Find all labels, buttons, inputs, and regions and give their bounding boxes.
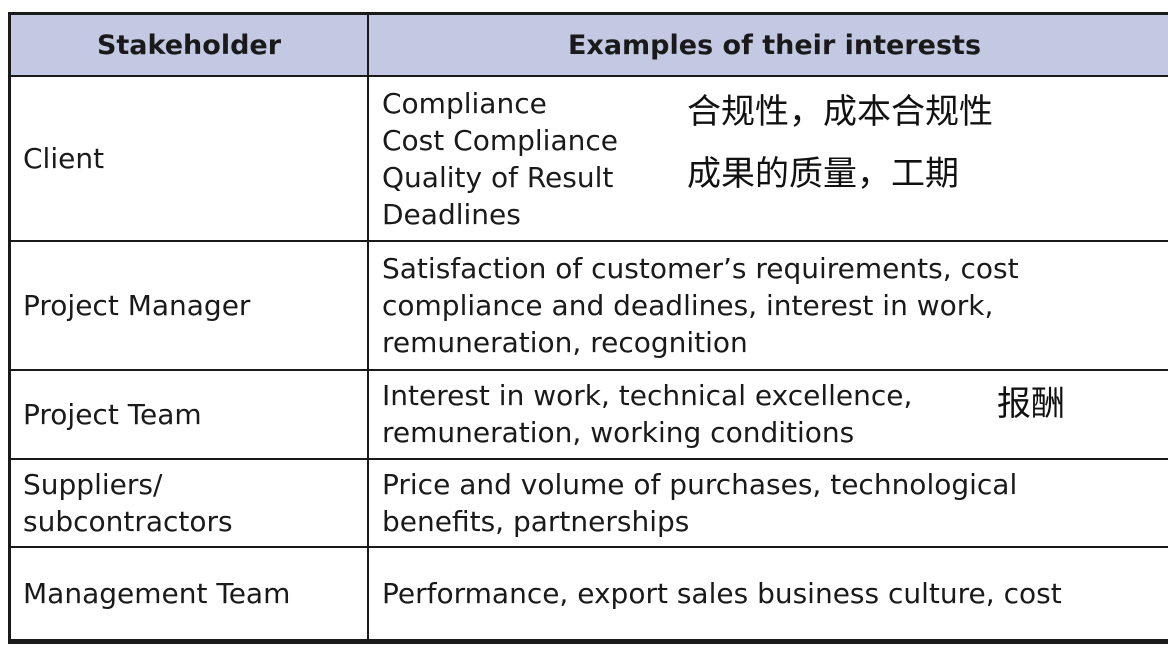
stakeholder-name: subcontractors (23, 505, 233, 538)
stakeholder-cell: Project Manager (11, 241, 369, 372)
interest-line: compliance and deadlines, interest in wo… (382, 289, 994, 323)
interest-line: benefits, partnerships (382, 505, 690, 538)
interest-line: Cost Compliance (382, 123, 618, 157)
stakeholder-table-frame: Stakeholder Examples of their interests … (8, 12, 1168, 644)
header-row: Stakeholder Examples of their interests (11, 15, 1168, 77)
interests-cell: Compliance Cost Compliance Quality of Re… (368, 76, 1168, 243)
table-row-project-manager: Project Manager Satisfaction of customer… (11, 241, 1168, 372)
stakeholder-cell: Client (11, 76, 369, 243)
chinese-annotation: 报酬 (997, 384, 1065, 425)
stakeholder-name: Suppliers/ (23, 468, 163, 501)
stakeholder-name: Project Manager (23, 289, 251, 323)
header-stakeholder: Stakeholder (11, 15, 369, 77)
stakeholder-cell: Suppliers/ subcontractors (11, 458, 369, 549)
stakeholder-cell: Project Team (11, 370, 369, 460)
chinese-annotation: 成果的质量，工期 (687, 154, 959, 194)
interests-cell: Interest in work, technical excellence, … (368, 370, 1168, 460)
stakeholder-name: Client (23, 142, 105, 176)
stakeholder-cell: Management Team (11, 547, 369, 641)
interest-line: Quality of Result (382, 160, 614, 194)
table-row-management-team: Management Team Performance, export sale… (11, 547, 1168, 641)
table-row-project-team: Project Team Interest in work, technical… (11, 370, 1168, 460)
interest-line: Compliance (382, 86, 547, 120)
interest-line: Interest in work, technical excellence, (382, 379, 913, 413)
interests-cell: Price and volume of purchases, technolog… (368, 458, 1168, 549)
interests-cell: Performance, export sales business cultu… (368, 547, 1168, 641)
table-row-suppliers: Suppliers/ subcontractors Price and volu… (11, 458, 1168, 549)
interest-line: Price and volume of purchases, technolog… (382, 468, 1018, 501)
header-interests: Examples of their interests (368, 15, 1168, 77)
table-row-client: Client Compliance Cost Compliance Qualit… (11, 76, 1168, 243)
interests-cell: Satisfaction of customer’s requirements,… (368, 241, 1168, 372)
stakeholder-table: Stakeholder Examples of their interests … (11, 15, 1168, 641)
stakeholder-name: Management Team (23, 577, 291, 611)
interest-line: Deadlines (382, 197, 521, 231)
stakeholder-name: Project Team (23, 397, 202, 431)
chinese-annotation: 合规性，成本合规性 (687, 92, 993, 132)
interest-line: remuneration, working conditions (382, 416, 855, 450)
interest-line: Satisfaction of customer’s requirements,… (382, 252, 1019, 286)
interest-line: Performance, export sales business cultu… (382, 577, 1062, 611)
interest-line: remuneration, recognition (382, 326, 748, 360)
